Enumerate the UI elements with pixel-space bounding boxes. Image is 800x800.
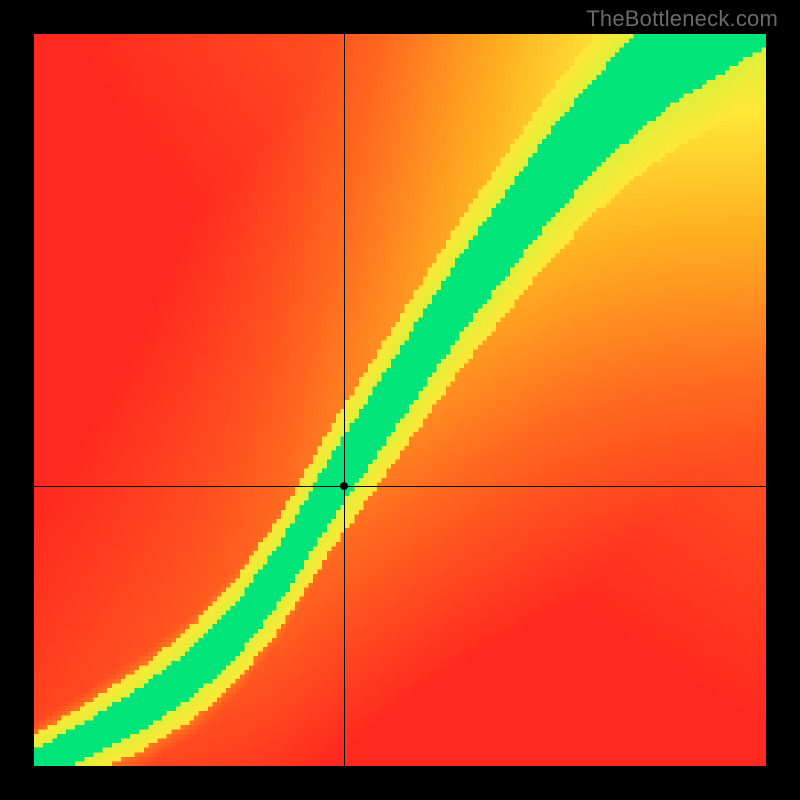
figure-container: TheBottleneck.com [0, 0, 800, 800]
crosshair-horizontal [34, 486, 766, 487]
plot-area [34, 34, 766, 766]
watermark-text: TheBottleneck.com [586, 6, 778, 32]
marker-dot [340, 482, 348, 490]
crosshair-vertical [344, 34, 345, 766]
heatmap-canvas [34, 34, 766, 766]
